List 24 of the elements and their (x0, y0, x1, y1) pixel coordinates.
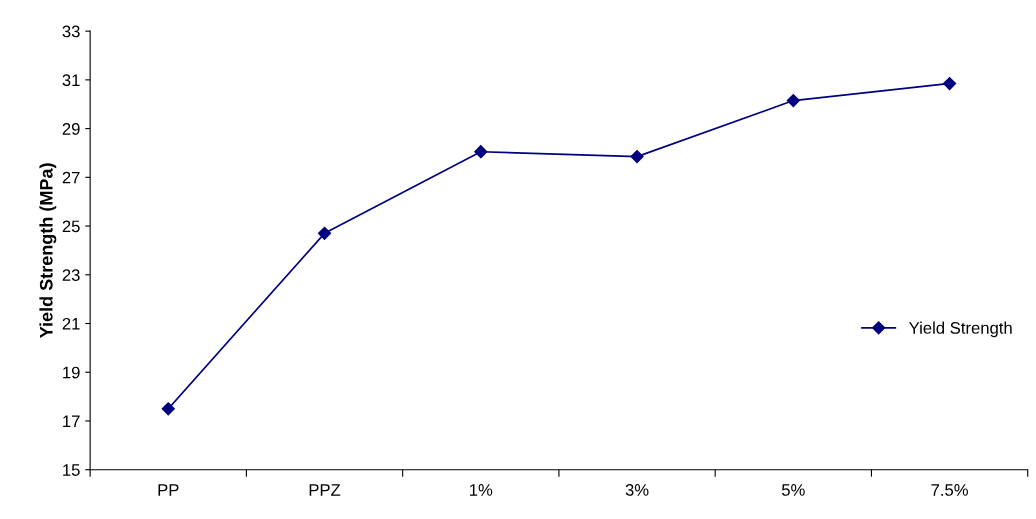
legend-label: Yield Strength (909, 321, 1012, 338)
y-axis-title: Yield Strength (MPa) (39, 163, 57, 339)
y-tick-label: 31 (62, 74, 80, 87)
y-tick-label: 19 (63, 366, 80, 379)
y-tick-label: 29 (62, 123, 80, 135)
y-tick-label: 21 (62, 317, 80, 330)
x-tick-label: 1% (470, 484, 493, 496)
point (474, 145, 488, 159)
point (317, 226, 332, 240)
y-tick-label: 33 (62, 25, 80, 38)
point (630, 150, 644, 164)
point (161, 402, 175, 416)
x-tick-label: 5% (781, 484, 805, 496)
y-tick-label: 23 (62, 269, 80, 281)
y-tick-label: 15 (63, 464, 80, 476)
x-tick-label: PP (158, 484, 179, 496)
x-tick-label: PPZ (309, 484, 341, 496)
point (942, 76, 957, 91)
x-tick-label: 3% (625, 484, 649, 496)
point (786, 93, 800, 108)
y-tick-label: 25 (62, 220, 80, 233)
y-tick-label: 17 (63, 415, 80, 428)
y-tick-label: 27 (62, 171, 80, 184)
x-tick-label: 7.5% (931, 484, 968, 496)
